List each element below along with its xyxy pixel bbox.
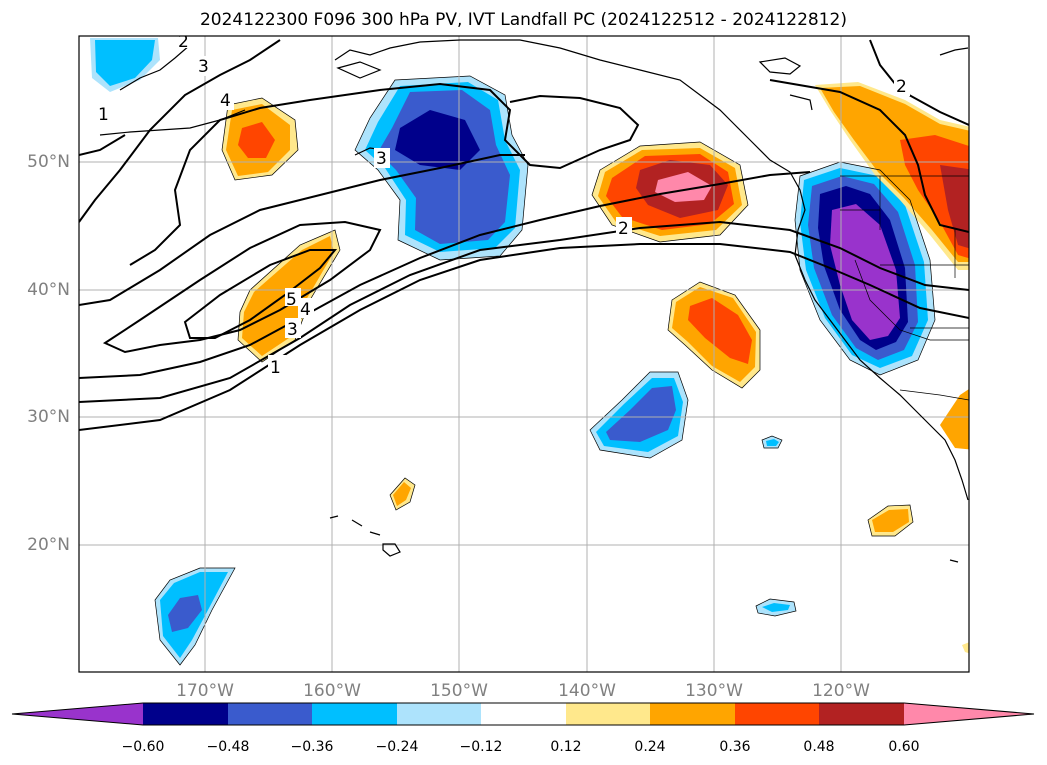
contour-label: 3 (376, 149, 387, 169)
shading-subtropical-blue (590, 372, 688, 458)
colorbar-tick: −0.12 (459, 739, 503, 755)
colorbar-segment (143, 703, 228, 725)
shading-aleutian-orange (222, 98, 298, 180)
map-frame (78, 35, 970, 673)
colorbar-segment (397, 703, 481, 725)
colorbar-outline (11, 702, 1035, 726)
map-title: 2024122300 F096 300 hPa PV, IVT Landfall… (199, 10, 847, 30)
colorbar (11, 702, 1035, 726)
colorbar-tick: 0.24 (634, 739, 666, 755)
colorbar-tick: 0.36 (719, 739, 751, 755)
contour-label: 2 (618, 219, 629, 239)
state-borders (840, 175, 969, 401)
shading-small-features (155, 389, 969, 665)
lon-label-140w: 140°W (558, 681, 616, 701)
contour-label: 4 (220, 91, 231, 111)
colorbar-tick: 0.60 (888, 739, 920, 755)
contour-label: 2 (896, 77, 907, 97)
colorbar-tick: −0.48 (206, 739, 250, 755)
pv-contours (79, 39, 969, 431)
lon-label-120w: 120°W (812, 681, 870, 701)
gridlines (79, 36, 969, 672)
lon-label-160w: 160°W (303, 681, 361, 701)
colorbar-segment (228, 703, 312, 725)
colorbar-segment (650, 703, 735, 725)
contour-labels: 1 2 3 4 5 3 3 4 1 2 2 (96, 32, 910, 378)
map-panel: 1 2 3 4 5 3 3 4 1 2 2 (78, 32, 970, 673)
lat-label-50n: 50°N (27, 152, 70, 172)
colorbar-segment (312, 703, 397, 725)
shading-west-coast-blue (795, 162, 935, 375)
lat-label-40n: 40°N (27, 280, 70, 300)
shading-top-left-blue (90, 38, 160, 92)
colorbar-segment (735, 703, 819, 725)
colorbar-tick: −0.36 (290, 739, 334, 755)
contour-label: 1 (98, 105, 109, 125)
lat-label-20n: 20°N (27, 535, 70, 555)
contour-label: 3 (198, 57, 209, 77)
colorbar-segment (12, 703, 143, 725)
colorbar-segment (481, 703, 566, 725)
contour-label: 2 (178, 32, 189, 52)
contour-label: 5 (286, 290, 297, 310)
colorbar-segment (904, 703, 1034, 725)
map-content: 1 2 3 4 5 3 3 4 1 2 2 (79, 32, 969, 672)
contour-label: 3 (287, 320, 298, 340)
colorbar-tick: −0.60 (121, 739, 165, 755)
colorbar-segment (819, 703, 904, 725)
contour-label: 1 (270, 358, 281, 378)
colorbar-tick: 0.12 (550, 739, 582, 755)
lon-label-170w: 170°W (176, 681, 234, 701)
lat-label-30n: 30°N (27, 407, 70, 427)
colorbar-tick: −0.24 (375, 739, 419, 755)
lon-label-130w: 130°W (685, 681, 743, 701)
lon-label-150w: 150°W (430, 681, 488, 701)
colorbar-segment (566, 703, 650, 725)
contour-label: 4 (300, 300, 311, 320)
coastlines (99, 39, 969, 563)
colorbar-tick: 0.48 (803, 739, 835, 755)
